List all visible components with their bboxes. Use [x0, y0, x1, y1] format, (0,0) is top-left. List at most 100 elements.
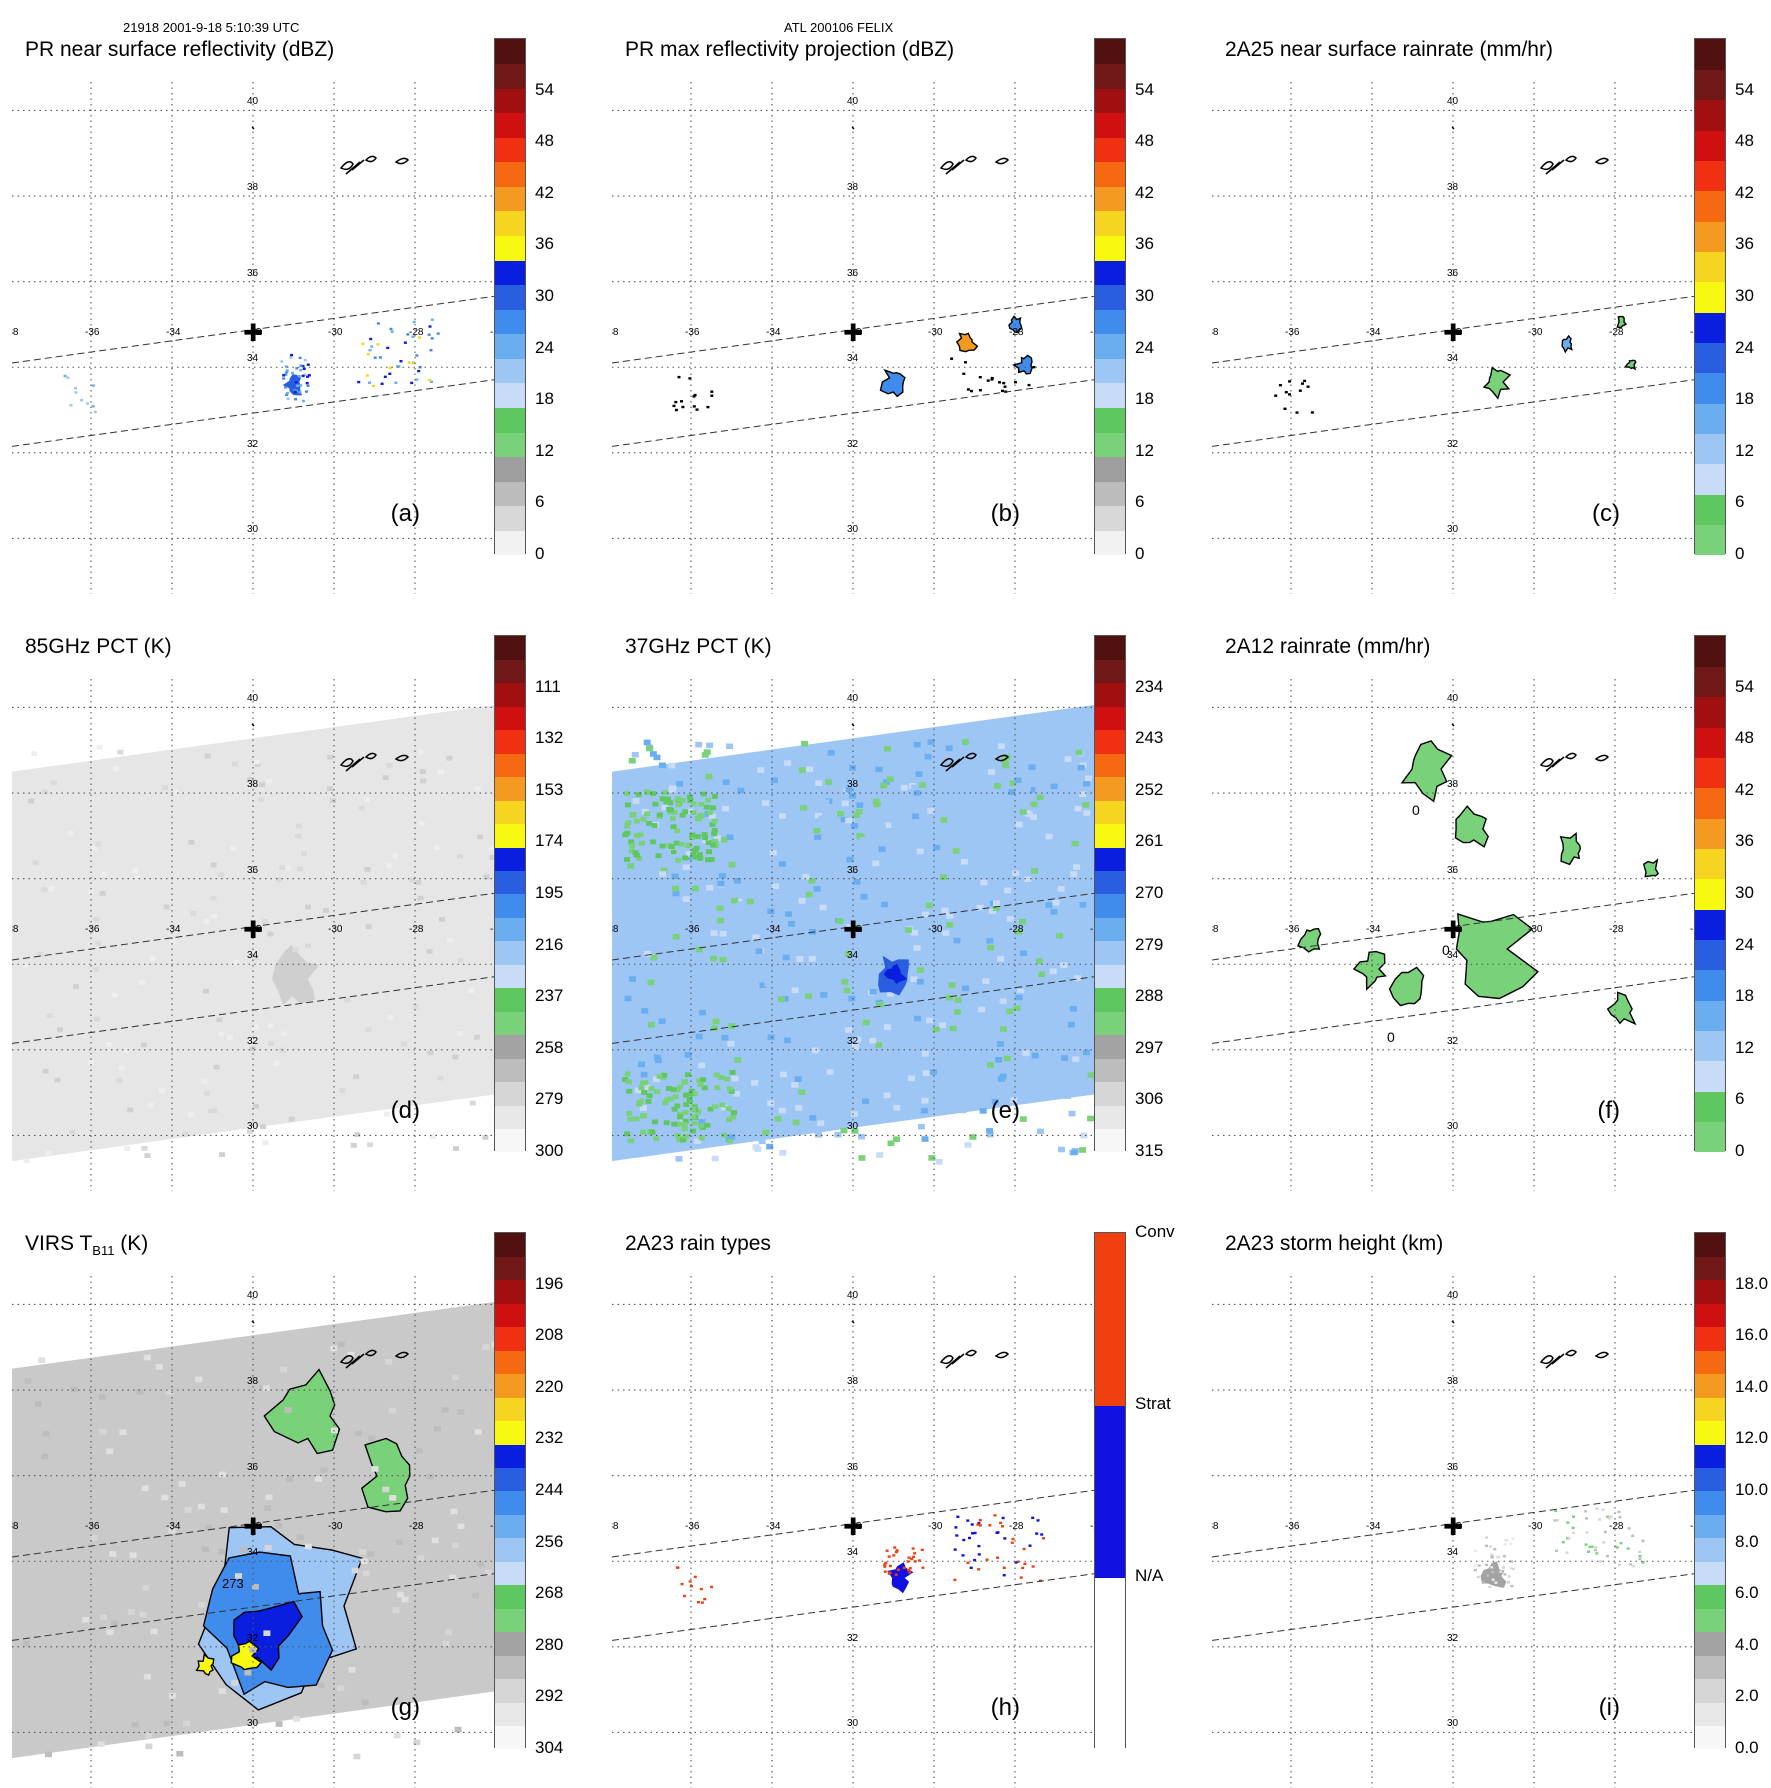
data-pixel [1036, 794, 1044, 801]
panel-letter: (g) [390, 1694, 420, 1721]
data-pixel [385, 1359, 393, 1365]
data-pixel [673, 840, 680, 846]
data-pixel [719, 1102, 726, 1108]
data-pixel [758, 1138, 766, 1145]
data-pixel [484, 1569, 492, 1576]
data-pixel [722, 805, 729, 812]
storm-center-marker: ✚ [243, 916, 263, 944]
colorbar-tick-label: 14.0 [1735, 1376, 1769, 1396]
data-pixel [1590, 1545, 1594, 1548]
data-pixel [646, 1093, 653, 1099]
data-pixel [860, 894, 868, 900]
data-pixel [116, 1078, 123, 1083]
colorbar-tick-label: 280 [535, 1634, 564, 1654]
colorbar-tick-label: 220 [535, 1376, 564, 1396]
data-pixel [244, 1669, 252, 1676]
data-pixel [682, 899, 690, 906]
colorbar [1694, 38, 1726, 556]
colorbar-tick-label: 304 [535, 1738, 564, 1757]
data-pixel [733, 878, 741, 884]
latitude-label: 32 [847, 1632, 859, 1644]
data-pixel [697, 856, 704, 861]
data-pixel [687, 794, 694, 800]
data-cell [1561, 334, 1573, 354]
colorbar-tick-label: 24 [1135, 337, 1154, 357]
data-pixel [682, 896, 690, 902]
data-pixel [1511, 1537, 1515, 1540]
panel-letter: (f) [1597, 1097, 1620, 1124]
island-outline [394, 1351, 410, 1359]
data-pixel [1288, 393, 1291, 396]
colorbar-segment [1095, 530, 1125, 556]
data-pixel [802, 873, 810, 880]
data-pixel [472, 1592, 480, 1599]
data-pixel [438, 917, 445, 922]
island-outline [1564, 752, 1577, 760]
data-pixel [845, 1027, 852, 1033]
lat-lon-grid [12, 82, 494, 594]
longitude-label: -32 [247, 924, 262, 935]
data-pixel [836, 810, 844, 817]
data-pixel [683, 1594, 687, 1598]
data-pixel [1070, 1149, 1078, 1156]
data-pixel [659, 796, 666, 802]
data-pixel [140, 1042, 147, 1048]
data-pixel [378, 356, 382, 359]
latitude-label: 38 [1447, 1376, 1459, 1388]
data-pixel [939, 1022, 946, 1029]
data-pixel [368, 349, 372, 352]
data-pixel [66, 376, 70, 379]
data-pixel [93, 917, 100, 922]
colorbar-segment [1095, 1233, 1125, 1406]
colorbar-segment [495, 1420, 525, 1445]
colorbar-segment [495, 1655, 525, 1680]
data-pixel [757, 767, 765, 773]
lat-lon-grid [1212, 679, 1694, 1191]
colorbar-tick-label: 18 [1735, 389, 1754, 409]
data-pixel [268, 1041, 275, 1046]
latitude-label: 30 [1447, 1121, 1459, 1133]
data-pixel [719, 956, 727, 963]
data-pixel [728, 964, 736, 970]
longitude-label: -36 [685, 327, 700, 338]
data-pixel [1038, 971, 1046, 978]
data-pixel [800, 805, 808, 811]
colorbar-segment [495, 1128, 525, 1153]
data-pixel [668, 844, 675, 849]
island-outline [1451, 126, 1455, 130]
data-pixel [888, 1571, 892, 1574]
data-pixel [961, 739, 969, 745]
colorbar-tick-label: 30 [1735, 883, 1754, 902]
island-outline [1539, 1355, 1554, 1365]
data-pixel [723, 1076, 730, 1082]
data-pixel [813, 827, 821, 834]
colorbar-segment [495, 659, 525, 684]
colorbar-tick-label: 252 [1135, 779, 1164, 799]
data-pixel [1015, 994, 1023, 1001]
data-pixel [970, 389, 973, 393]
data-pixel [892, 1554, 896, 1557]
data-pixel [1045, 902, 1053, 908]
data-pixel [1000, 1026, 1007, 1032]
data-pixel [348, 1667, 356, 1673]
data-cell [887, 1562, 914, 1594]
data-pixel [671, 873, 679, 880]
data-pixel [1067, 1021, 1075, 1028]
data-pixel [1031, 1516, 1035, 1519]
data-pixel [933, 844, 941, 851]
island-outline [364, 1349, 377, 1357]
data-pixel [1060, 962, 1068, 968]
data-pixel [830, 830, 837, 837]
data-pixel [809, 1115, 817, 1121]
data-pixel [457, 957, 464, 963]
data-pixel [900, 784, 908, 791]
colorbar-segment [495, 753, 525, 778]
data-pixel [716, 917, 724, 924]
data-pixel [264, 1505, 272, 1511]
data-pixel [1510, 1584, 1514, 1588]
data-pixel [808, 878, 816, 884]
data-pixel [726, 834, 734, 840]
data-pixel [767, 1034, 775, 1041]
data-pixel [417, 1555, 425, 1561]
